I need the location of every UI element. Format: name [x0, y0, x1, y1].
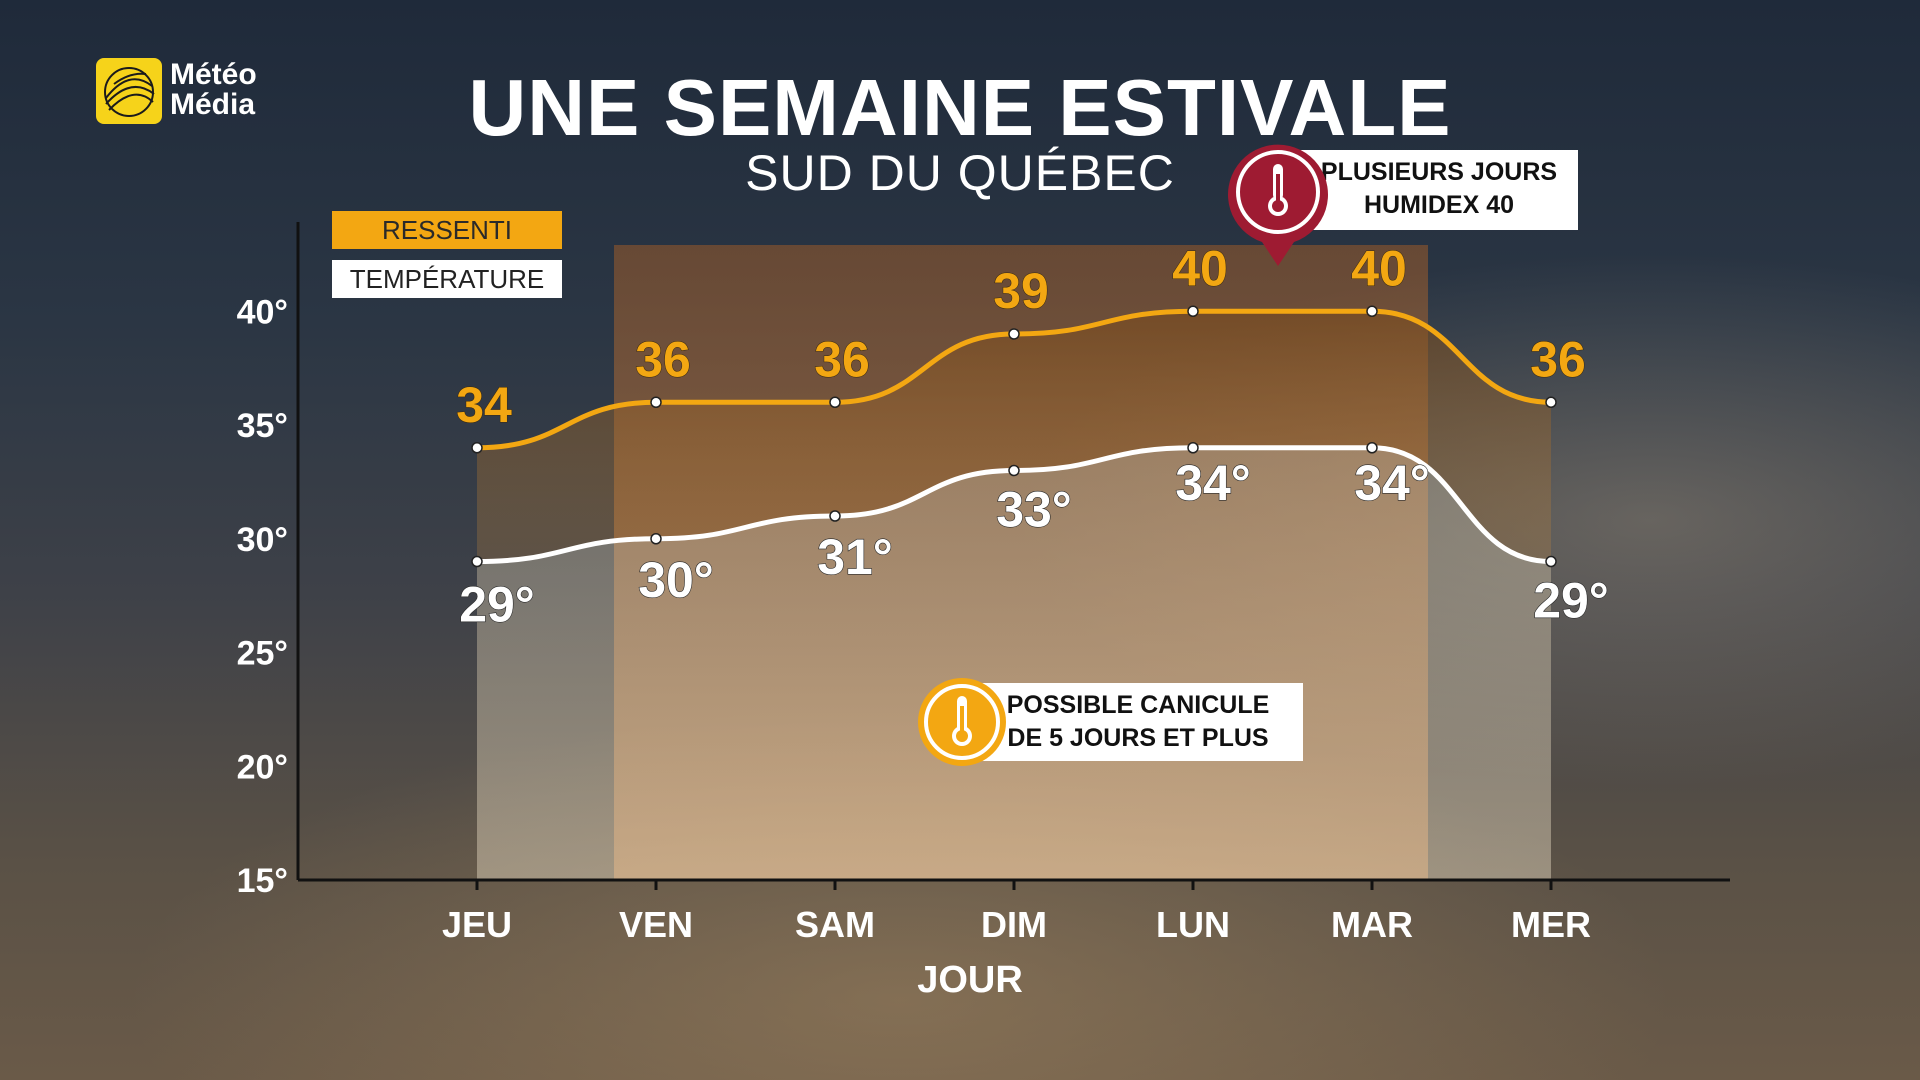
- feels-like-data-label: 39: [993, 263, 1049, 319]
- y-tick-label: 20°: [237, 748, 288, 786]
- feels-like-point: [1187, 305, 1199, 317]
- temperature-data-label: 31°: [817, 529, 893, 585]
- feels-like-area: [477, 311, 1551, 562]
- brand-line2: Média: [170, 88, 256, 121]
- brand-line1: Météo: [170, 58, 257, 91]
- canicule-callout-line2: DE 5 JOURS ET PLUS: [1007, 724, 1269, 752]
- feels-like-point: [650, 396, 662, 408]
- humidex-callout-line1: PLUSIEURS JOURS: [1320, 158, 1558, 186]
- x-tick-label: SAM: [795, 904, 875, 945]
- y-tick-label: 15°: [237, 862, 288, 900]
- thermometer-icon: [918, 678, 1006, 766]
- temperature-point: [1366, 442, 1378, 454]
- feels-like-point: [471, 442, 483, 454]
- temperature-point: [471, 555, 483, 568]
- humidex-callout: PLUSIEURS JOURS HUMIDEX 40: [1300, 150, 1578, 230]
- page-title: UNE SEMAINE ESTIVALE: [468, 63, 1452, 152]
- humidex-callout-line2: HUMIDEX 40: [1363, 191, 1515, 219]
- feels-like-point: [1366, 305, 1378, 317]
- y-tick-label: 35°: [237, 407, 288, 445]
- temperature-point: [829, 510, 841, 522]
- temperature-data-label: 29°: [459, 577, 535, 633]
- temperature-point: [1008, 464, 1020, 477]
- feels-like-point: [1545, 396, 1557, 408]
- canicule-callout-line1: POSSIBLE CANICULE: [1006, 691, 1270, 719]
- x-tick-label: DIM: [981, 904, 1047, 945]
- legend-temperature: TEMPÉRATURE: [332, 260, 562, 298]
- legend-feels-like: RESSENTI: [332, 211, 562, 249]
- feels-like-data-label: 36: [635, 331, 691, 387]
- thermometer-pin-icon: [1228, 144, 1328, 266]
- y-tick-label: 30°: [237, 521, 288, 559]
- y-tick-label: 40°: [237, 293, 288, 331]
- feels-like-data-label: 36: [814, 331, 870, 387]
- feels-like-point: [829, 396, 841, 408]
- temperature-data-label: 34°: [1175, 455, 1251, 511]
- page-subtitle: SUD DU QUÉBEC: [745, 145, 1175, 201]
- x-tick-label: LUN: [1156, 904, 1230, 945]
- temperature-area: [477, 447, 1551, 880]
- brand-logo: Météo Média: [96, 56, 286, 128]
- x-tick-label: MAR: [1331, 904, 1413, 945]
- brand-name: Météo Média: [170, 60, 257, 120]
- feels-like-point: [1008, 328, 1020, 340]
- temperature-point: [1187, 442, 1199, 454]
- temperature-data-label: 30°: [638, 552, 714, 608]
- y-tick-label: 25°: [237, 635, 288, 673]
- temperature-data-label: 34°: [1354, 455, 1430, 511]
- x-tick-label: JEU: [442, 904, 512, 945]
- x-tick-label: VEN: [619, 904, 693, 945]
- feels-like-data-label: 40: [1172, 240, 1228, 296]
- temperature-point: [650, 533, 662, 545]
- temperature-point: [1545, 555, 1557, 568]
- x-axis-title: JOUR: [917, 959, 1023, 1001]
- feels-like-data-label: 40: [1351, 240, 1407, 296]
- feels-like-data-label: 36: [1530, 331, 1586, 387]
- temperature-data-label: 29°: [1533, 573, 1609, 629]
- x-tick-label: MER: [1511, 904, 1591, 945]
- globe-icon: [96, 58, 162, 124]
- canicule-callout: POSSIBLE CANICULE DE 5 JOURS ET PLUS: [973, 683, 1303, 761]
- feels-like-data-label: 34: [456, 377, 512, 433]
- temperature-data-label: 33°: [996, 482, 1072, 538]
